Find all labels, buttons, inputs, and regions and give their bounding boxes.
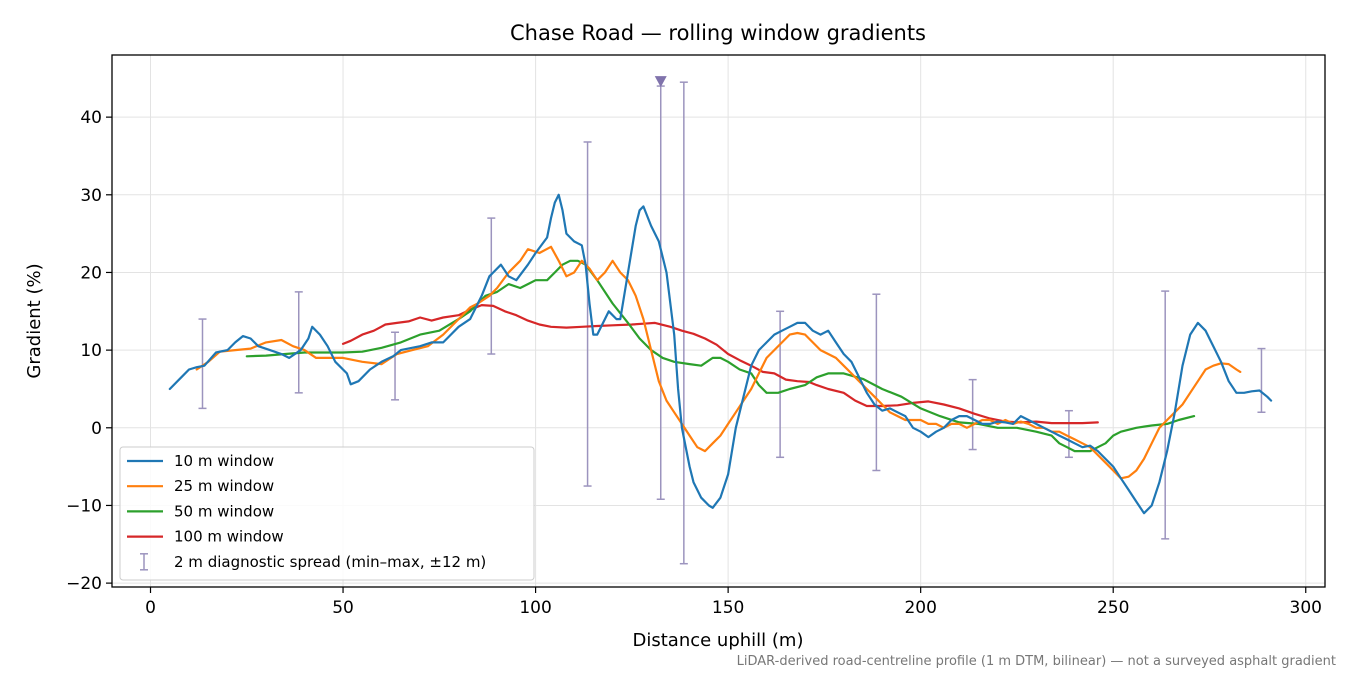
errorbar [583, 141, 592, 487]
y-tick-label: −20 [66, 574, 102, 594]
clipped-marker [654, 76, 667, 88]
x-tick-label: 50 [332, 598, 354, 618]
x-axis-ticks: 0 50 100 150 200 250 300 [145, 587, 1322, 618]
footnote: LiDAR-derived road-centreline profile (1… [737, 654, 1336, 669]
x-axis-label: Distance uphill (m) [633, 630, 804, 651]
plot-frame [111, 54, 1326, 588]
x-tick-label: 100 [519, 598, 551, 618]
legend-item: 50 m window [127, 502, 274, 520]
legend-label: 100 m window [174, 528, 284, 546]
legend-label: 25 m window [174, 477, 274, 495]
x-tick-label: 250 [1097, 598, 1129, 618]
errorbar [656, 85, 665, 500]
diagnostic-spread-errorbars [198, 76, 1266, 565]
x-tick-label: 0 [145, 598, 156, 618]
errorbar [968, 378, 977, 451]
chart-title: Chase Road — rolling window gradients [510, 21, 926, 45]
errorbar [872, 293, 881, 472]
series-line-25m [195, 245, 1242, 480]
y-axis-label: Gradient (%) [24, 263, 45, 378]
legend-item: 100 m window [127, 528, 284, 546]
errorbar [776, 310, 785, 459]
x-tick-label: 150 [712, 598, 744, 618]
y-tick-label: 30 [80, 186, 102, 206]
x-tick-label: 300 [1290, 598, 1322, 618]
errorbar [1064, 409, 1073, 459]
legend-box [119, 446, 535, 581]
y-tick-label: 0 [91, 419, 102, 439]
legend-item: 25 m window [127, 477, 274, 495]
legend-label: 2 m diagnostic spread (min–max, ±12 m) [174, 553, 486, 571]
series-line-50m [245, 259, 1196, 453]
grid [112, 55, 1325, 587]
legend-label: 10 m window [174, 452, 274, 470]
errorbar [1257, 347, 1266, 414]
legend: 10 m window 25 m window 50 m window 100 m w… [119, 446, 535, 581]
y-axis-ticks: −20 −10 0 10 20 30 40 [66, 108, 112, 594]
y-tick-label: −10 [66, 496, 102, 516]
y-tick-label: 10 [80, 341, 102, 361]
legend-label: 50 m window [174, 502, 274, 520]
x-tick-label: 200 [904, 598, 936, 618]
y-tick-label: 20 [80, 263, 102, 283]
errorbar [198, 318, 207, 410]
series-line-100m [341, 304, 1099, 425]
errorbar [1161, 290, 1170, 540]
series-lines [168, 193, 1273, 515]
legend-item: 2 m diagnostic spread (min–max, ±12 m) [140, 553, 486, 571]
legend-item: 10 m window [127, 452, 274, 470]
errorbar [679, 81, 688, 565]
series-line-10m [168, 193, 1273, 515]
errorbar [487, 217, 496, 355]
y-tick-label: 40 [80, 108, 102, 128]
errorbar [294, 291, 303, 394]
